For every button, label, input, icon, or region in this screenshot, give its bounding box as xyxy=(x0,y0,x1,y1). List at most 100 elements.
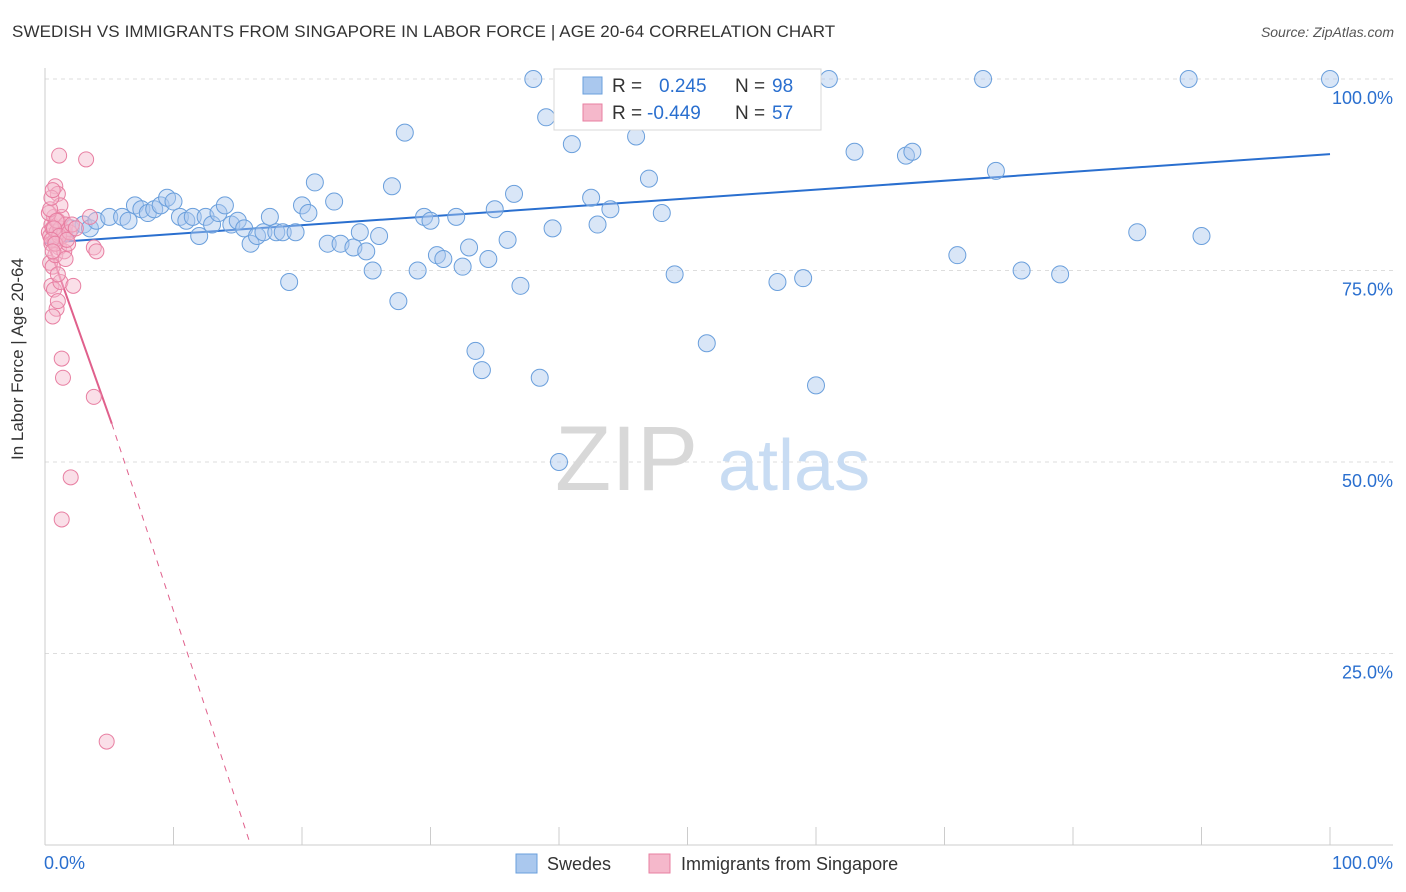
legend-n-label-swedes: N = xyxy=(735,76,765,97)
data-point-swedes xyxy=(601,200,620,219)
data-point-singapore xyxy=(44,308,61,325)
watermark-atlas: atlas xyxy=(718,426,870,506)
data-point-swedes xyxy=(948,246,967,265)
legend-r-value-singapore: -0.449 xyxy=(647,103,701,124)
data-point-swedes xyxy=(472,361,491,380)
data-point-singapore xyxy=(49,293,66,310)
legend-box: R = 0.245 N = 98 R = -0.449 N = 57 xyxy=(553,68,822,131)
data-point-swedes xyxy=(479,250,498,269)
data-point-singapore xyxy=(62,469,79,486)
data-point-swedes xyxy=(1128,223,1147,242)
data-point-swedes xyxy=(293,196,311,215)
legend-r-label-singapore: R = xyxy=(612,103,642,124)
data-point-swedes xyxy=(395,123,414,142)
y-tick-label: 75.0% xyxy=(1342,280,1393,300)
tick-labels: 100.0% 75.0% 50.0% 25.0% 0.0% 100.0% xyxy=(44,88,1393,873)
data-point-singapore xyxy=(54,369,71,386)
data-point-swedes xyxy=(280,272,299,291)
data-point-swedes xyxy=(485,200,504,219)
data-point-swedes xyxy=(530,368,549,387)
data-point-swedes xyxy=(228,211,247,230)
data-point-singapore xyxy=(81,208,98,225)
data-point-singapore xyxy=(67,220,84,237)
data-point-singapore xyxy=(51,147,68,164)
data-point-swedes xyxy=(267,223,286,242)
data-point-swedes xyxy=(582,188,601,207)
y-tick-label: 100.0% xyxy=(1332,88,1393,108)
data-point-singapore xyxy=(58,231,75,248)
bottom-legend-label-singapore: Immigrants from Singapore xyxy=(681,854,898,874)
data-point-swedes xyxy=(1192,227,1211,246)
data-point-swedes xyxy=(524,70,543,88)
data-point-swedes xyxy=(215,196,234,215)
y-tick-label: 50.0% xyxy=(1342,471,1393,491)
data-point-swedes xyxy=(190,227,209,246)
data-point-swedes xyxy=(382,177,401,196)
x-tick-label: 100.0% xyxy=(1332,853,1393,873)
bottom-legend-swatch-swedes xyxy=(515,853,538,874)
series-singapore-points xyxy=(40,147,115,750)
data-point-swedes xyxy=(434,250,453,269)
data-point-swedes xyxy=(325,192,344,211)
bottom-legend: Swedes Immigrants from Singapore xyxy=(515,853,898,874)
data-point-swedes xyxy=(511,276,530,295)
data-point-swedes xyxy=(453,257,472,276)
data-point-singapore xyxy=(53,511,70,528)
x-tick-label: 0.0% xyxy=(44,853,85,873)
data-point-swedes xyxy=(697,334,716,353)
data-point-singapore xyxy=(44,182,61,199)
data-point-singapore xyxy=(57,251,74,268)
bottom-legend-label-swedes: Swedes xyxy=(547,854,611,874)
data-point-swedes xyxy=(588,215,607,234)
data-point-swedes xyxy=(100,207,119,226)
data-point-swedes xyxy=(318,234,337,253)
data-point-swedes xyxy=(505,184,524,203)
legend-n-value-singapore: 57 xyxy=(772,103,793,124)
data-point-swedes xyxy=(370,227,389,246)
data-point-swedes xyxy=(363,261,382,280)
data-point-singapore xyxy=(44,243,61,260)
data-point-swedes xyxy=(562,135,581,154)
data-point-swedes xyxy=(408,261,427,280)
data-point-singapore xyxy=(53,350,70,367)
axes xyxy=(44,68,1393,846)
bottom-legend-swatch-singapore xyxy=(648,853,671,874)
legend-swatch-swedes xyxy=(582,76,603,95)
trend-line-singapore-dashed xyxy=(111,423,252,846)
data-point-swedes xyxy=(550,453,568,471)
data-point-singapore xyxy=(98,733,115,750)
data-point-singapore xyxy=(85,388,102,405)
legend-r-value-swedes: 0.245 xyxy=(659,76,707,97)
watermark-zip: ZIP xyxy=(555,408,698,510)
data-point-swedes xyxy=(260,207,279,226)
data-point-swedes xyxy=(183,207,202,226)
legend-n-value-swedes: 98 xyxy=(772,76,793,97)
data-point-swedes xyxy=(652,204,671,223)
data-point-swedes xyxy=(254,223,273,242)
data-point-swedes xyxy=(665,265,684,284)
data-point-singapore xyxy=(78,151,95,168)
data-point-singapore xyxy=(65,277,82,294)
data-point-swedes xyxy=(389,292,408,311)
data-point-swedes xyxy=(80,219,99,238)
data-point-swedes xyxy=(903,142,922,161)
chart-source: Source: ZipAtlas.com xyxy=(1260,24,1394,40)
data-point-swedes xyxy=(203,215,222,234)
legend-n-label-singapore: N = xyxy=(735,103,765,124)
data-point-swedes xyxy=(119,211,138,230)
data-point-swedes xyxy=(498,230,517,249)
data-point-swedes xyxy=(421,211,440,230)
data-point-swedes xyxy=(639,169,658,188)
data-point-swedes xyxy=(164,192,183,211)
data-point-swedes xyxy=(807,376,825,395)
data-point-swedes xyxy=(350,223,369,242)
data-point-swedes xyxy=(974,70,993,88)
data-point-swedes xyxy=(986,161,1005,180)
data-point-swedes xyxy=(273,223,292,242)
data-point-swedes xyxy=(819,70,838,88)
data-point-swedes xyxy=(1179,70,1198,88)
data-point-singapore xyxy=(49,266,66,283)
data-point-swedes xyxy=(286,223,305,242)
data-point-swedes xyxy=(305,173,324,192)
